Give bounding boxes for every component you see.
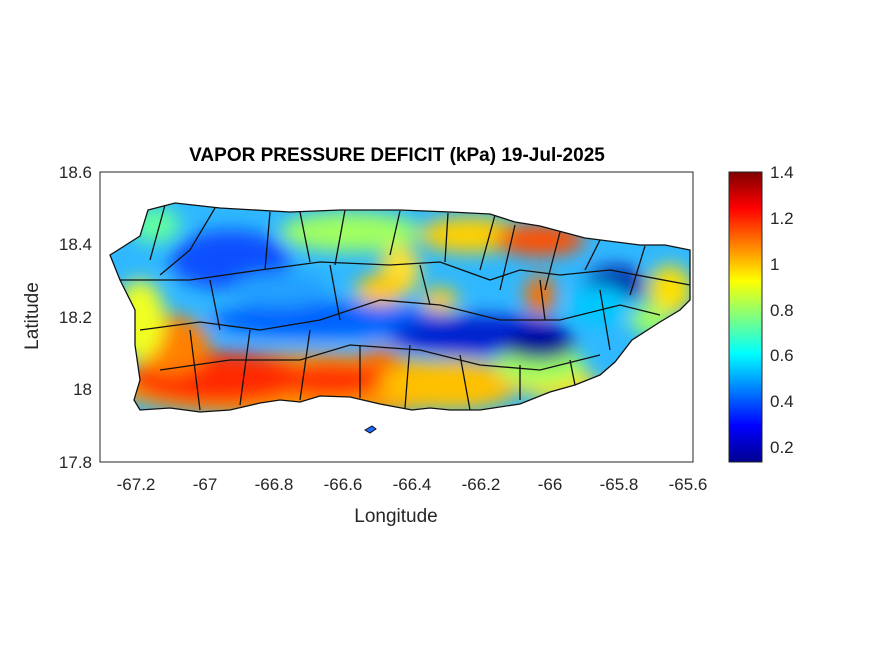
colorbar-tick-label: 1 bbox=[770, 255, 779, 274]
x-tick-label: -66.2 bbox=[462, 475, 501, 494]
municipality-boundaries bbox=[109, 202, 691, 413]
y-tick-label: 18.2 bbox=[59, 308, 92, 327]
colorbar-tick-label: 0.6 bbox=[770, 346, 794, 365]
x-tick-label: -65.8 bbox=[600, 475, 639, 494]
x-tick-label: -66.8 bbox=[255, 475, 294, 494]
y-tick-label: 18.6 bbox=[59, 163, 92, 182]
colorbar-tick-label: 0.8 bbox=[770, 301, 794, 320]
colorbar-tick-label: 0.2 bbox=[770, 438, 794, 457]
vpd-field bbox=[110, 203, 690, 412]
colorbar-tick-label: 1.2 bbox=[770, 209, 794, 228]
y-tick-label: 18 bbox=[73, 380, 92, 399]
y-tick-label: 18.4 bbox=[59, 235, 92, 254]
x-tick-label: -66 bbox=[538, 475, 563, 494]
x-axis-label: Longitude bbox=[354, 506, 437, 527]
x-tick-label: -66.6 bbox=[324, 475, 363, 494]
colorbar-tick-label: 0.4 bbox=[770, 392, 794, 411]
y-tick-label: 17.8 bbox=[59, 453, 92, 472]
x-tick-label: -65.6 bbox=[669, 475, 708, 494]
islet-caja-de-muertos bbox=[364, 425, 377, 434]
chart-title: VAPOR PRESSURE DEFICIT (kPa) 19-Jul-2025 bbox=[189, 145, 605, 166]
x-tick-label: -67.2 bbox=[117, 475, 156, 494]
y-axis: 18.6 18.4 18.2 18 17.8 bbox=[59, 163, 92, 472]
x-tick-label: -67 bbox=[193, 475, 218, 494]
x-axis: -67.2 -67 -66.8 -66.6 -66.4 -66.2 -66 -6… bbox=[117, 475, 708, 494]
colorbar: 1.4 1.2 1 0.8 0.6 0.4 0.2 bbox=[728, 163, 794, 463]
x-tick-label: -66.4 bbox=[393, 475, 432, 494]
y-axis-label: Latitude bbox=[22, 282, 43, 350]
colorbar-tick-label: 1.4 bbox=[770, 163, 794, 182]
colorbar-gradient bbox=[728, 171, 763, 463]
